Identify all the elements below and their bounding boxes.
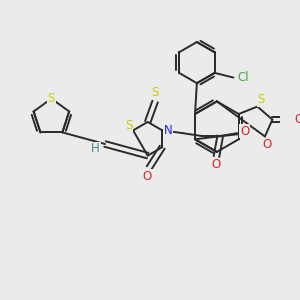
Text: H: H [91, 142, 100, 155]
Text: O: O [212, 158, 221, 172]
Text: S: S [125, 119, 132, 132]
Text: O: O [262, 138, 272, 152]
Text: S: S [48, 92, 55, 105]
Text: O: O [240, 125, 249, 138]
Text: S: S [152, 86, 159, 100]
Text: O: O [295, 113, 300, 126]
Text: Cl: Cl [237, 71, 248, 84]
Text: O: O [143, 170, 152, 183]
Text: S: S [257, 94, 265, 106]
Text: N: N [164, 124, 172, 137]
